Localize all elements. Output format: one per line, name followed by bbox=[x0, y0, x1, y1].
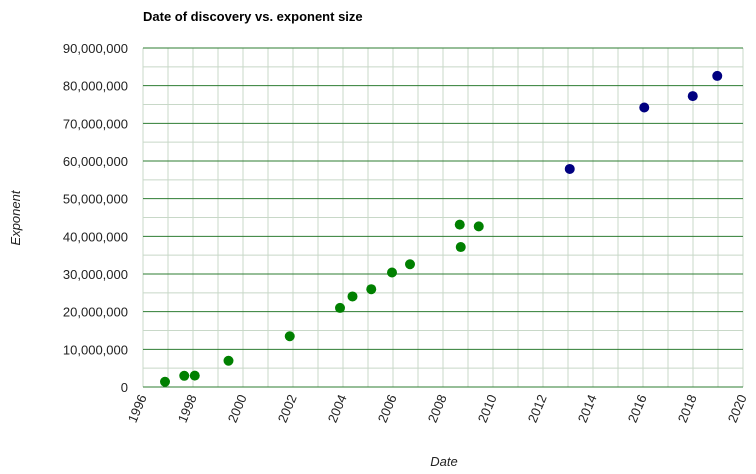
x-tick-label: 2006 bbox=[375, 392, 400, 424]
data-point-series-1 bbox=[160, 376, 170, 387]
x-tick-label: 2014 bbox=[575, 392, 600, 424]
x-tick-label: 1998 bbox=[175, 392, 200, 424]
data-point-series-1 bbox=[335, 302, 345, 313]
data-point-series-1 bbox=[284, 331, 295, 342]
y-tick-label: 10,000,000 bbox=[63, 342, 128, 357]
y-tick-label: 80,000,000 bbox=[63, 79, 128, 94]
x-tick-label: 2004 bbox=[325, 392, 350, 424]
x-tick-label: 2008 bbox=[425, 392, 450, 424]
data-point-series-1 bbox=[189, 370, 200, 381]
x-axis-title: Date bbox=[430, 454, 457, 469]
x-tick-label: 2010 bbox=[475, 392, 500, 424]
x-tick-label: 2018 bbox=[675, 392, 700, 424]
x-tick-label: 2000 bbox=[225, 392, 250, 424]
data-point-series-1 bbox=[223, 355, 234, 366]
x-tick-label: 2002 bbox=[275, 392, 300, 424]
y-tick-label: 90,000,000 bbox=[63, 41, 128, 56]
data-point-series-1 bbox=[366, 284, 377, 295]
data-point-series-1 bbox=[454, 219, 465, 230]
data-point-series-2 bbox=[639, 102, 650, 113]
y-tick-label: 30,000,000 bbox=[63, 267, 128, 282]
data-point-series-2 bbox=[712, 70, 723, 81]
data-point-series-1 bbox=[347, 291, 358, 302]
x-tick-label: 1996 bbox=[125, 392, 150, 424]
x-axis-ticks: 1996 1998 2000 2002 2004 2006 2008 2010 2012 2014… bbox=[125, 392, 750, 424]
data-point-series-1 bbox=[473, 221, 484, 232]
data-point-series-2 bbox=[687, 91, 698, 102]
x-tick-label: 2016 bbox=[625, 392, 650, 424]
y-tick-label: 50,000,000 bbox=[63, 192, 128, 207]
points-layer bbox=[160, 70, 723, 387]
y-tick-label: 70,000,000 bbox=[63, 116, 128, 131]
x-tick-label: 2012 bbox=[525, 392, 550, 424]
x-tick-label: 2020 bbox=[725, 392, 750, 424]
y-axis-ticks: 0 10,000,000 20,000,000 30,000,000 40,000,00… bbox=[63, 41, 128, 395]
chart-title: Date of discovery vs. exponent size bbox=[143, 9, 363, 24]
grid-layer bbox=[142, 47, 744, 388]
data-point-series-1 bbox=[179, 370, 190, 381]
data-point-series-1 bbox=[455, 242, 466, 253]
data-point-series-2 bbox=[564, 163, 575, 174]
data-point-series-1 bbox=[387, 267, 397, 278]
y-axis-title: Exponent bbox=[8, 189, 23, 245]
y-tick-label: 40,000,000 bbox=[63, 229, 128, 244]
y-tick-label: 20,000,000 bbox=[63, 305, 128, 320]
data-point-series-1 bbox=[405, 259, 415, 270]
y-tick-label: 0 bbox=[121, 380, 128, 395]
y-tick-label: 60,000,000 bbox=[63, 154, 128, 169]
